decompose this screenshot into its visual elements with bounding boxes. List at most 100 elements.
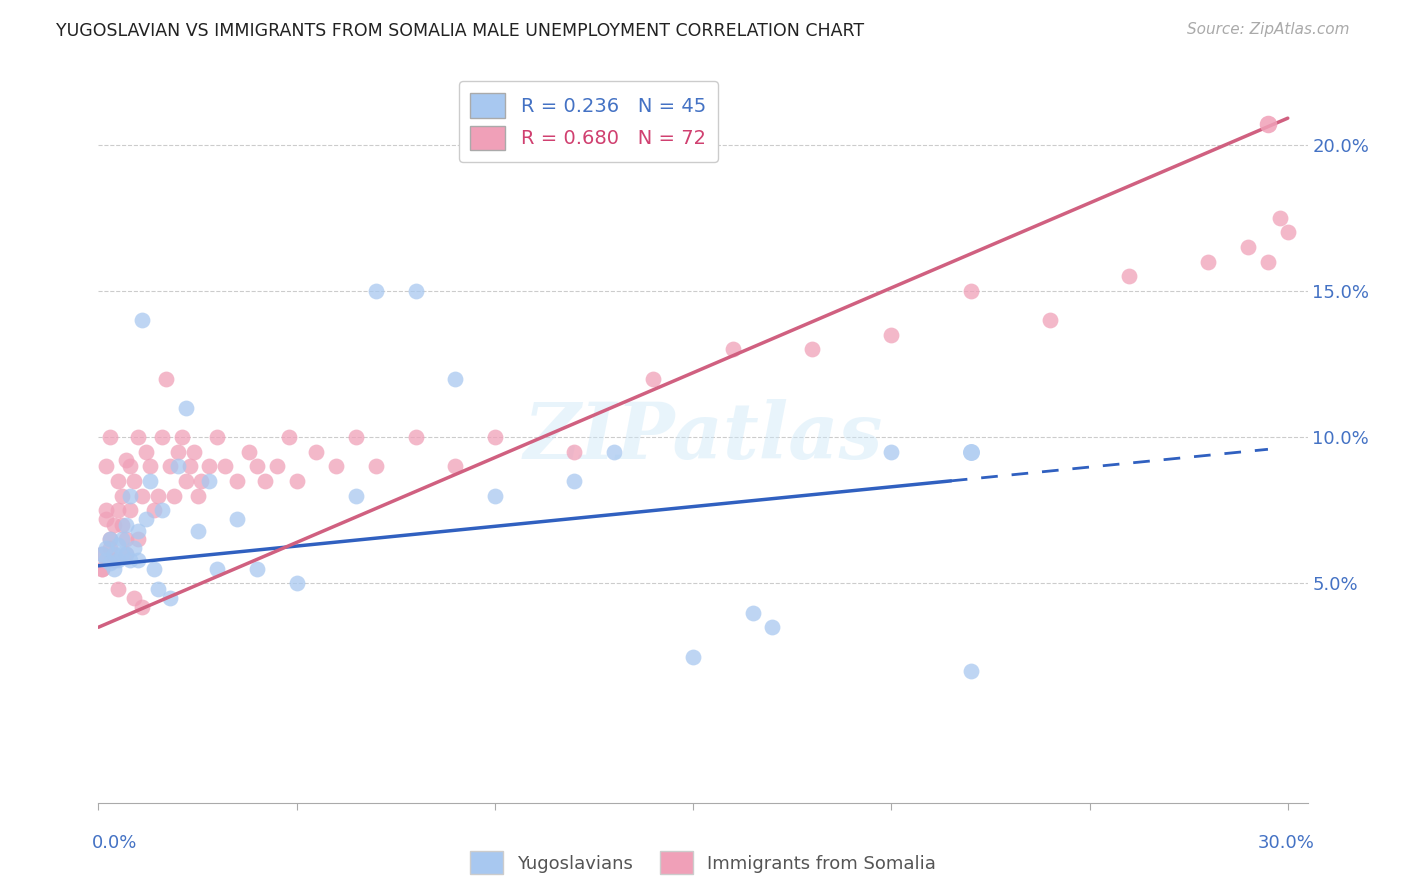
Point [131,489,153,503]
Point [96,459,118,474]
Point [174,474,197,488]
Point [344,430,367,444]
Point [107,474,129,488]
Point [183,444,205,458]
Point [959,284,981,298]
Point [146,582,169,597]
Point [405,430,427,444]
Point [1257,254,1279,268]
Point [131,313,153,327]
Point [127,430,149,444]
Point [226,512,249,526]
Point [344,489,367,503]
Point [253,474,276,488]
Point [139,474,162,488]
Point [107,582,129,597]
Point [120,553,142,567]
Point [107,503,129,517]
Point [1237,240,1260,254]
Point [155,371,177,385]
Point [98,430,121,444]
Point [880,327,903,342]
Text: ZIPatlas: ZIPatlas [523,399,883,475]
Point [266,459,288,474]
Point [150,503,173,517]
Point [127,553,149,567]
Point [139,459,162,474]
Point [405,284,427,298]
Point [880,444,903,458]
Point [207,430,229,444]
Point [761,620,783,634]
Point [166,459,188,474]
Point [111,489,134,503]
Point [103,547,125,561]
Point [484,430,506,444]
Point [741,606,763,620]
Legend: Yugoslavians, Immigrants from Somalia: Yugoslavians, Immigrants from Somalia [463,844,943,881]
Point [959,664,981,678]
Point [111,533,134,547]
Point [111,517,134,532]
Point [285,474,308,488]
Point [166,444,188,458]
Point [107,538,129,552]
Point [103,553,125,567]
Text: Source: ZipAtlas.com: Source: ZipAtlas.com [1187,22,1350,37]
Point [91,562,114,576]
Point [120,459,142,474]
Point [111,547,134,561]
Point [959,444,981,458]
Point [103,562,125,576]
Point [682,649,704,664]
Point [1198,254,1220,268]
Point [163,489,186,503]
Point [142,562,165,576]
Point [159,591,181,605]
Point [364,284,387,298]
Point [115,517,138,532]
Point [721,343,744,357]
Point [643,371,665,385]
Point [305,444,328,458]
Point [174,401,197,415]
Point [198,459,221,474]
Point [444,459,467,474]
Point [198,474,221,488]
Point [122,541,145,556]
Point [98,541,121,556]
Point [1257,117,1279,131]
Point [98,556,121,570]
Text: 0.0%: 0.0% [91,834,136,852]
Point [226,474,249,488]
Point [186,489,208,503]
Point [91,547,114,561]
Point [120,489,142,503]
Point [186,524,208,538]
Point [1268,211,1291,225]
Point [1039,313,1062,327]
Point [325,459,347,474]
Point [562,474,585,488]
Point [170,430,193,444]
Point [285,576,308,591]
Point [122,474,145,488]
Point [107,553,129,567]
Point [135,444,157,458]
Point [1118,269,1140,284]
Point [150,430,173,444]
Point [135,512,157,526]
Point [115,547,138,561]
Point [96,541,118,556]
Point [120,503,142,517]
Point [127,533,149,547]
Point [207,562,229,576]
Point [277,430,299,444]
Point [146,489,169,503]
Point [364,459,387,474]
Point [122,591,145,605]
Point [603,444,626,458]
Point [444,371,467,385]
Point [801,343,824,357]
Point [131,599,153,614]
